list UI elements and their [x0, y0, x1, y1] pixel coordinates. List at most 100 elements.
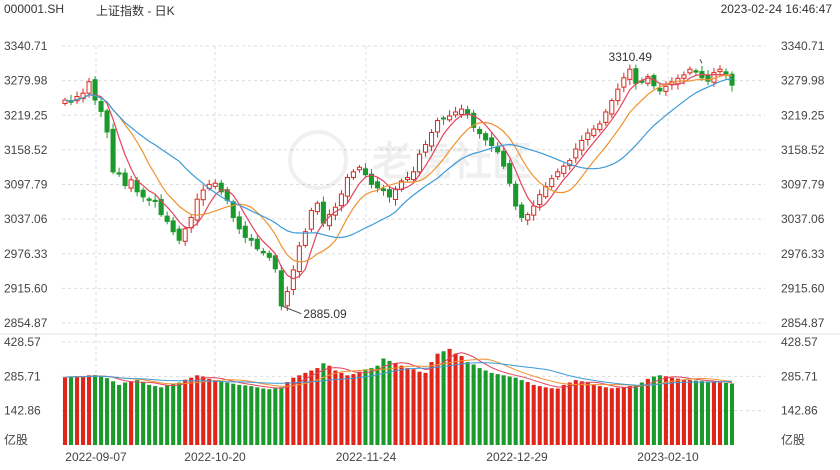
date-axis: 2022-09-07 2022-10-20 2022-11-24 2022-12-29…: [65, 450, 699, 464]
volume-bar: [573, 380, 578, 445]
candle-body: [561, 165, 567, 174]
candle-body: [471, 112, 477, 128]
volume-bar: [501, 375, 506, 445]
volume-bar: [609, 388, 614, 445]
annotations: 3310.49 2885.09: [281, 50, 703, 321]
candle-body: [266, 252, 272, 258]
price-tick-label: 3279.98: [781, 74, 825, 88]
candle-body: [386, 189, 393, 198]
volume-bar: [657, 375, 662, 445]
volume-bar: [273, 388, 278, 445]
volume-bar: [255, 387, 260, 445]
high-annotation: 3310.49: [609, 50, 653, 64]
volume-bar: [591, 384, 596, 445]
volume-bar: [561, 384, 566, 445]
volume-bar: [105, 378, 110, 445]
candle-body: [441, 117, 447, 120]
volume-bar: [357, 371, 362, 445]
candle-body: [633, 68, 639, 84]
candle-body: [278, 270, 284, 307]
volume-bar: [117, 384, 122, 445]
date-tick-label: 2022-12-29: [486, 450, 548, 464]
volume-bar: [315, 368, 320, 445]
volume-bar: [303, 372, 308, 445]
volume-ma5-line: [64, 352, 733, 389]
candle-body: [627, 68, 633, 80]
candle-body: [621, 77, 627, 88]
candle-body: [717, 68, 723, 73]
ma20-line: [64, 78, 733, 239]
volume-moving-averages: [64, 352, 733, 389]
volume-unit-left: 亿股: [4, 432, 28, 447]
volume-bar: [423, 372, 428, 445]
volume-bar: [519, 380, 524, 445]
volume-bar: [195, 375, 200, 445]
volume-tick-label: 142.86: [781, 404, 818, 418]
price-tick-label: 2915.60: [4, 281, 48, 295]
volume-bar: [153, 386, 158, 445]
candle-body: [200, 189, 206, 201]
candle-body: [104, 110, 110, 133]
price-tick-label: 2976.33: [4, 247, 48, 261]
candle-body: [182, 228, 188, 242]
volume-bar: [393, 363, 398, 445]
volume-bar: [201, 376, 206, 445]
candle-body: [380, 188, 387, 192]
volume-bar: [489, 372, 494, 445]
volume-bar: [267, 389, 272, 445]
volume-bar: [483, 370, 488, 445]
volume-bar: [207, 378, 212, 445]
volume-bar: [183, 379, 188, 445]
volume-bar: [603, 387, 608, 445]
candle-body: [290, 269, 296, 291]
volume-bar: [249, 386, 254, 445]
candle-body: [248, 237, 254, 241]
candle-body: [663, 85, 669, 92]
volume-bar: [345, 375, 350, 445]
candle-body: [579, 139, 585, 151]
volume-bar: [189, 377, 194, 445]
volume-bar: [711, 382, 717, 445]
candle-body: [591, 128, 597, 137]
volume-bar: [627, 386, 632, 445]
volume-bar: [447, 348, 452, 445]
volume-bar: [417, 371, 422, 445]
ma10-line: [64, 74, 733, 263]
candle-body: [603, 111, 609, 123]
candle-body: [92, 79, 98, 101]
candle-body: [477, 128, 483, 135]
candle-body: [218, 182, 224, 193]
volume-bar: [531, 384, 536, 445]
candle-body: [344, 177, 350, 197]
volume-bar: [549, 388, 554, 445]
volume-bar: [681, 379, 686, 445]
candle-body: [609, 100, 615, 115]
symbol-label: 000001.SH: [4, 2, 65, 16]
volume-bar: [339, 372, 344, 445]
candle-body: [152, 199, 158, 202]
candle-body: [374, 181, 381, 189]
volume-bar: [291, 377, 296, 445]
volume-bar: [159, 387, 164, 445]
price-tick-label: 2915.60: [781, 281, 825, 295]
volume-bar: [495, 374, 500, 445]
volume-bar: [723, 382, 729, 445]
volume-bar: [429, 362, 434, 445]
candle-body: [585, 132, 591, 140]
candle-body: [645, 76, 651, 84]
candles: [62, 64, 735, 311]
price-tick-label: 3158.52: [781, 143, 825, 157]
volume-bar: [351, 374, 356, 445]
volume-bars: [62, 348, 735, 445]
volume-tick-label: 428.57: [4, 335, 41, 349]
candle-body: [615, 88, 621, 102]
volume-bar: [123, 382, 128, 445]
candle-body: [314, 202, 320, 213]
volume-bar: [567, 382, 572, 445]
volume-unit-right: 亿股: [781, 432, 805, 447]
volume-bar: [621, 387, 626, 445]
price-tick-label: 3340.71: [781, 39, 825, 53]
candle-body: [164, 215, 170, 222]
volume-bar: [453, 353, 458, 445]
